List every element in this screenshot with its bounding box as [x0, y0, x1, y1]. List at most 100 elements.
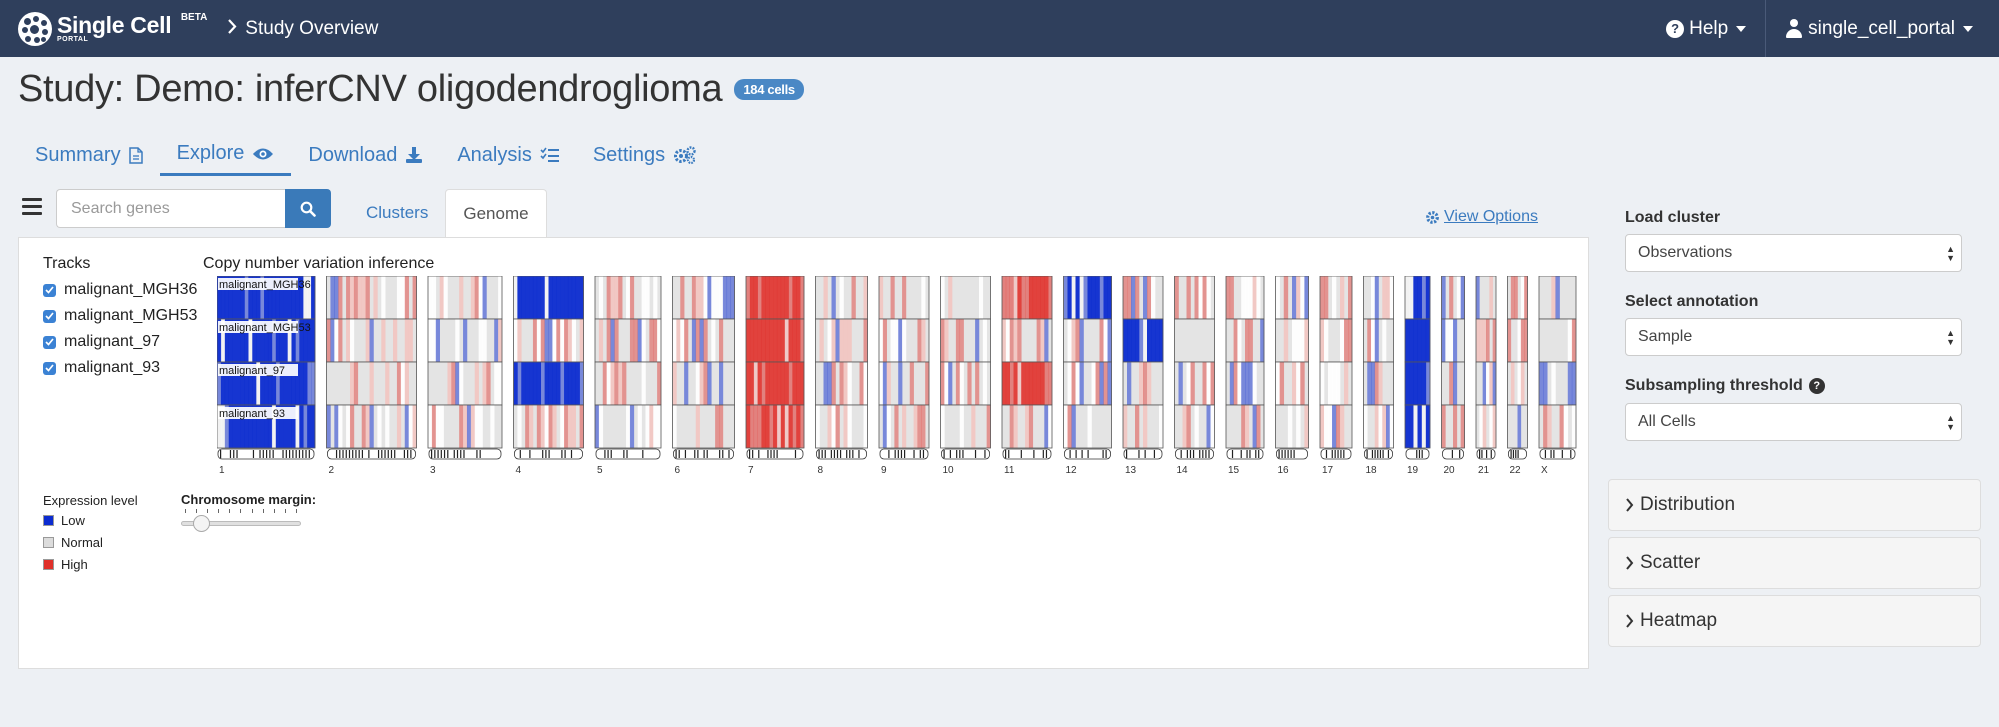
tab-label: Download — [308, 143, 398, 166]
chromosome-6[interactable]: 6 — [672, 276, 735, 474]
chromosome-5[interactable]: 5 — [594, 276, 662, 474]
chromosome-label: 11 — [1004, 465, 1015, 474]
search-button[interactable] — [285, 189, 331, 228]
track-name-label: malignant_MGH53 — [219, 322, 311, 334]
cell-count-badge: 184 cells — [734, 79, 804, 100]
checkbox-checked-icon[interactable] — [43, 283, 56, 297]
logo-title: Single Cell — [57, 12, 172, 38]
select-arrows-icon: ▲ ▼ — [1946, 413, 1955, 432]
heatmap-panel-toggle[interactable]: Heatmap — [1608, 595, 1981, 647]
tab-settings[interactable]: Settings — [576, 134, 714, 176]
caret-down-icon — [1963, 25, 1973, 32]
tab-label: Genome — [463, 203, 529, 223]
chromosome-label: 18 — [1366, 465, 1378, 474]
panel-label: Scatter — [1640, 552, 1701, 573]
chromosome-12[interactable]: 12 — [1063, 276, 1112, 474]
question-circle-icon[interactable]: ? — [1808, 378, 1825, 394]
chromosome-8[interactable]: 8 — [815, 276, 868, 474]
genome-panel: Tracks malignant_MGH36 malignant_MGH53 m… — [18, 237, 1589, 669]
chromosome-label: 5 — [597, 465, 603, 474]
select-value: Observations — [1638, 244, 1733, 261]
slider-track — [181, 521, 301, 526]
chromosome-15[interactable]: 15 — [1225, 276, 1265, 474]
plot-title: Copy number variation inference — [203, 255, 435, 272]
chromosome-7[interactable]: 7 — [745, 276, 805, 474]
chromosome-label: 22 — [1510, 465, 1522, 474]
caret-down-icon — [1736, 25, 1747, 32]
scatter-panel-toggle[interactable]: Scatter — [1608, 537, 1981, 589]
track-label: malignant_MGH53 — [64, 307, 198, 324]
distribution-panel-toggle[interactable]: Distribution — [1608, 479, 1981, 531]
chromosome-18[interactable]: 18 — [1363, 276, 1394, 474]
chromosome-3[interactable]: 3 — [427, 276, 503, 474]
chromosome-17[interactable]: 17 — [1319, 276, 1353, 474]
select-arrows-icon: ▲ ▼ — [1946, 328, 1955, 347]
view-options-link[interactable]: View Options — [1425, 208, 1538, 226]
tab-download[interactable]: Download — [291, 134, 440, 176]
tab-analysis[interactable]: Analysis — [440, 134, 575, 176]
chromosome-11[interactable]: 11 — [1001, 276, 1053, 474]
tab-label: Explore — [176, 142, 245, 164]
checkbox-checked-icon[interactable] — [43, 335, 56, 349]
load-cluster-select[interactable]: Observations ▲ ▼ — [1625, 234, 1962, 272]
cell-logo-icon — [18, 11, 52, 46]
menu-toggle-icon[interactable] — [22, 198, 42, 216]
track-toggle[interactable]: malignant_MGH53 — [43, 307, 197, 325]
track-toggle[interactable]: malignant_93 — [43, 359, 160, 377]
page-title: Study: Demo: inferCNV oligodendroglioma … — [18, 68, 804, 111]
tab-summary[interactable]: Summary — [18, 134, 160, 176]
annotation-select[interactable]: Sample ▲ ▼ — [1625, 318, 1962, 356]
chromosome-X[interactable]: X — [1538, 276, 1577, 474]
chromosome-22[interactable]: 22 — [1507, 276, 1528, 474]
track-label-bg — [218, 364, 298, 376]
subsampling-label-text: Subsampling threshold — [1625, 377, 1803, 394]
legend-swatch — [43, 537, 54, 548]
chromosome-label: 10 — [943, 465, 955, 474]
subsampling-label: Subsampling threshold ? — [1625, 377, 1830, 395]
checkbox-checked-icon[interactable] — [43, 309, 56, 323]
select-value: All Cells — [1638, 413, 1696, 430]
track-name-label: malignant_97 — [219, 365, 285, 377]
chromosome-label: 15 — [1228, 465, 1240, 474]
breadcrumb[interactable]: Study Overview — [227, 18, 378, 40]
tab-genome[interactable]: Genome — [445, 189, 547, 237]
download-icon — [405, 146, 423, 164]
tab-clusters[interactable]: Clusters — [349, 189, 445, 237]
cnv-ideogram-heatmap[interactable]: 1 2 3 4 5 6 7 8 9 10 11 12 13 14 15 16 17 18 19 20 21 22 Xmali… — [217, 276, 1606, 474]
chromosome-19[interactable]: 19 — [1404, 276, 1431, 474]
slider-handle[interactable] — [193, 515, 210, 532]
chromosome-margin-slider[interactable] — [181, 508, 301, 532]
track-toggle[interactable]: malignant_MGH36 — [43, 281, 197, 299]
chromosome-20[interactable]: 20 — [1441, 276, 1465, 474]
chromosome-label: 16 — [1278, 465, 1290, 474]
track-toggle[interactable]: malignant_97 — [43, 333, 160, 351]
chromosome-label: 9 — [881, 465, 887, 474]
chromosome-label: 8 — [818, 465, 824, 474]
chromosome-2[interactable]: 2 — [326, 276, 417, 474]
user-menu[interactable]: single_cell_portal — [1765, 0, 1999, 57]
breadcrumb-label: Study Overview — [245, 17, 379, 39]
chromosome-label: 13 — [1125, 465, 1137, 474]
chromosome-14[interactable]: 14 — [1174, 276, 1215, 474]
chromosome-9[interactable]: 9 — [878, 276, 930, 474]
checkbox-checked-icon[interactable] — [43, 361, 56, 375]
tracks-title: Tracks — [43, 255, 91, 272]
tab-explore[interactable]: Explore — [159, 134, 292, 176]
tab-label: Settings — [592, 143, 666, 166]
chromosome-21[interactable]: 21 — [1475, 276, 1497, 474]
subsampling-select[interactable]: All Cells ▲ ▼ — [1625, 403, 1962, 441]
search-genes-input[interactable] — [56, 189, 285, 228]
list-check-icon — [540, 147, 559, 163]
question-circle-icon: ? — [1666, 19, 1685, 38]
chromosome-10[interactable]: 10 — [940, 276, 991, 474]
chromosome-13[interactable]: 13 — [1122, 276, 1164, 474]
help-menu[interactable]: ? Help — [1647, 0, 1765, 57]
legend-label: High — [61, 557, 88, 572]
portal-logo[interactable]: Single Cell BETA PORTAL — [18, 11, 207, 46]
logo-text: Single Cell BETA PORTAL — [57, 12, 207, 44]
chromosome-4[interactable]: 4 — [513, 276, 584, 474]
panel-label: Heatmap — [1640, 610, 1718, 631]
chromosome-16[interactable]: 16 — [1275, 276, 1309, 474]
tab-label: Summary — [35, 143, 121, 166]
chromosome-label: 12 — [1066, 465, 1078, 474]
